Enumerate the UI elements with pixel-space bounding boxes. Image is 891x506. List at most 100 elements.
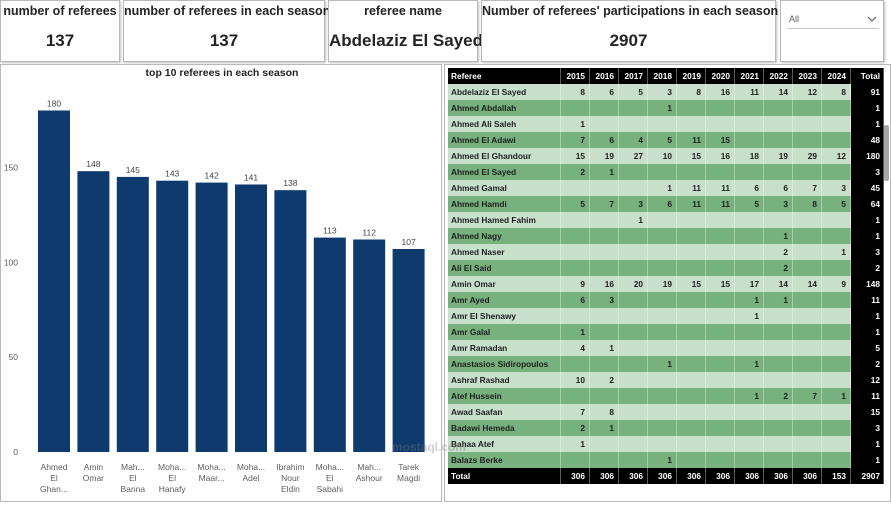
season-cell [793,324,822,340]
season-cell [590,212,619,228]
season-slicer[interactable]: All [780,0,884,62]
table-row[interactable]: Ahmed Nagy 1 1 [448,228,884,244]
bar[interactable] [235,184,267,452]
top-referees-chart-panel[interactable]: top 10 referees in each season 0 50 100 150… [0,64,442,502]
season-cell: 20 [619,276,648,292]
season-cell [793,100,822,116]
table-row[interactable]: Bahaa Atef 1 1 [448,436,884,452]
table-row[interactable]: Ahmed El Sayed 2 1 3 [448,164,884,180]
season-cell: 3 [648,84,677,100]
slicer-selected-value: All [789,14,800,24]
season-cell [619,340,648,356]
data-label: 113 [323,226,337,236]
season-cell [735,164,764,180]
season-cell [648,308,677,324]
season-cell: 1 [648,180,677,196]
vertical-scrollbar[interactable] [884,125,889,181]
bar[interactable] [353,239,386,452]
season-cell: 2 [764,388,793,404]
referee-cell: Abdelaziz El Sayed [448,84,561,100]
season-cell: 2019 [677,68,706,84]
bar[interactable] [77,171,110,452]
season-cell [793,452,822,468]
season-cell [677,100,706,116]
data-label: 180 [47,98,61,108]
referee-cell: Amr Ayed [448,292,561,308]
table-row[interactable]: Ahmed Gamal 1 11 11 6 6 7 3 45 [448,180,884,196]
season-cell [590,324,619,340]
season-cell [677,244,706,260]
bar[interactable] [313,237,346,452]
season-cell [822,164,851,180]
table-row[interactable]: Ali El Said 2 2 [448,260,884,276]
table-header[interactable]: Referee 2015 2016 2017 2018 2019 2020 2021 2022 2… [448,68,884,84]
card-number-of-referees[interactable]: number of referees 137 [0,0,120,62]
card-referees-each-season[interactable]: number of referees in each season 137 [123,0,330,62]
bar[interactable] [392,248,425,452]
bar[interactable] [38,110,70,452]
table-row[interactable]: Amin Omar 9 16 20 19 15 15 17 14 14 9 148 [448,276,884,292]
x-tick-label: Moha... El Hanafy [158,462,186,494]
table-row[interactable]: Awad Saafan 7 8 15 [448,404,884,420]
table-row[interactable]: Ahmed Ali Saleh 1 1 [448,116,884,132]
season-cell [764,340,793,356]
card-value: 137 [45,31,75,50]
season-cell [677,324,706,340]
season-cell [648,324,677,340]
referee-cell: Atef Hussein [448,388,561,404]
table-row[interactable]: Atef Hussein 1 2 7 1 11 [448,388,884,404]
bar[interactable] [195,182,228,452]
card-referee-name[interactable]: referee name Abdelaziz El Sayed [328,0,483,62]
table-row[interactable]: Ashraf Rashad 10 2 12 [448,372,884,388]
season-cell [822,340,851,356]
season-cell: 2016 [590,68,619,84]
season-cell: 12 [793,84,822,100]
season-cell [735,244,764,260]
table-row[interactable]: Amr Ayed 6 3 1 1 11 [448,292,884,308]
card-value: 137 [209,31,239,50]
season-cell: 8 [590,404,619,420]
season-cell: 306 [590,468,619,484]
season-cell [648,292,677,308]
season-cell: 15 [706,276,735,292]
referee-cell: Badawi Hemeda [448,420,561,436]
table-row[interactable]: Anastasios Sidiropoulos 1 1 2 [448,356,884,372]
bar[interactable] [116,176,149,452]
season-cell: 15 [706,132,735,148]
table-row[interactable]: Ahmed El Adawi 7 6 4 5 11 15 48 [448,132,884,148]
total-cell: 1 [851,116,884,132]
referee-cell: Ahmed Hamdi [448,196,561,212]
season-cell [648,340,677,356]
x-tick-label: Tarek Magdi [397,462,420,483]
x-tick-label: Mah... Ashour [356,462,383,483]
table-row[interactable]: Ahmed Naser 2 1 3 [448,244,884,260]
data-label: 145 [126,165,140,175]
season-cell [764,404,793,420]
table-row[interactable]: Amr Ramadan 4 1 5 [448,340,884,356]
table-row[interactable]: Amr El Shenawy 1 1 [448,308,884,324]
table-total-row[interactable]: Total 306 306 306 306 306 306 306 306 306 153 2907 [448,468,884,484]
card-value: Abdelaziz El Sayed [329,31,483,50]
table-row[interactable]: Ahmed Hamdi 5 7 3 6 11 11 5 3 8 5 64 [448,196,884,212]
table-row[interactable]: Ahmed Abdallah 1 1 [448,100,884,116]
bar[interactable] [274,190,307,452]
table-row[interactable]: Balazs Berke 1 1 [448,452,884,468]
season-cell [706,356,735,372]
bar[interactable] [156,180,189,452]
referees-matrix[interactable]: Referee 2015 2016 2017 2018 2019 2020 2021 2022 2… [448,68,884,484]
slicer-dropdown[interactable]: All [787,9,879,29]
data-label: 107 [402,237,416,247]
season-cell [590,356,619,372]
table-row[interactable]: Ahmed El Ghandour 15 19 27 10 15 16 18 19 29 12 180 [448,148,884,164]
table-row[interactable]: Badawi Hemeda 2 1 3 [448,420,884,436]
season-cell: 306 [677,468,706,484]
table-row[interactable]: Amr Galal 1 1 [448,324,884,340]
season-cell [764,356,793,372]
season-cell [735,452,764,468]
chevron-down-icon [867,9,877,37]
table-row[interactable]: Ahmed Hamed Fahim 1 1 [448,212,884,228]
card-participations[interactable]: Number of referees' participations in ea… [481,0,778,62]
referees-matrix-panel[interactable]: Referee 2015 2016 2017 2018 2019 2020 2021 2022 2… [444,64,891,502]
season-cell [677,420,706,436]
table-row[interactable]: Abdelaziz El Sayed 8 6 5 3 8 16 11 14 12 8 91 [448,84,884,100]
